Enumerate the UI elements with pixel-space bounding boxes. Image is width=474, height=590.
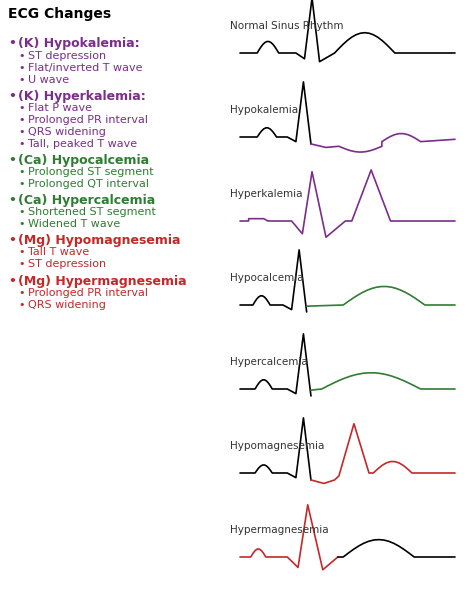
Text: Prolonged ST segment: Prolonged ST segment (28, 167, 154, 177)
Text: (K) Hyperkalemia:: (K) Hyperkalemia: (18, 90, 146, 103)
Text: •: • (18, 288, 25, 298)
Text: QRS widening: QRS widening (28, 127, 106, 137)
Text: •: • (18, 167, 25, 177)
Text: •: • (18, 300, 25, 310)
Text: Hypocalcemia: Hypocalcemia (230, 273, 304, 283)
Text: •: • (18, 219, 25, 229)
Text: (K) Hypokalemia:: (K) Hypokalemia: (18, 37, 140, 50)
Text: ST depression: ST depression (28, 51, 106, 61)
Text: Tall T wave: Tall T wave (28, 247, 89, 257)
Text: Shortened ST segment: Shortened ST segment (28, 207, 156, 217)
Text: •: • (8, 154, 16, 167)
Text: •: • (18, 259, 25, 269)
Text: Prolonged QT interval: Prolonged QT interval (28, 179, 149, 189)
Text: •: • (18, 247, 25, 257)
Text: •: • (18, 207, 25, 217)
Text: •: • (18, 63, 25, 73)
Text: Flat P wave: Flat P wave (28, 103, 92, 113)
Text: •: • (8, 90, 16, 103)
Text: Tall, peaked T wave: Tall, peaked T wave (28, 139, 137, 149)
Text: Hypercalcemia: Hypercalcemia (230, 357, 308, 367)
Text: Hypomagnesemia: Hypomagnesemia (230, 441, 324, 451)
Text: QRS widening: QRS widening (28, 300, 106, 310)
Text: Prolonged PR interval: Prolonged PR interval (28, 288, 148, 298)
Text: Widened T wave: Widened T wave (28, 219, 120, 229)
Text: •: • (18, 103, 25, 113)
Text: (Ca) Hypocalcemia: (Ca) Hypocalcemia (18, 154, 149, 167)
Text: (Mg) Hypermagnesemia: (Mg) Hypermagnesemia (18, 275, 187, 288)
Text: Flat/inverted T wave: Flat/inverted T wave (28, 63, 143, 73)
Text: •: • (18, 115, 25, 125)
Text: Prolonged PR interval: Prolonged PR interval (28, 115, 148, 125)
Text: •: • (18, 139, 25, 149)
Text: Hyperkalemia: Hyperkalemia (230, 189, 302, 199)
Text: •: • (8, 37, 16, 50)
Text: •: • (8, 275, 16, 288)
Text: •: • (18, 127, 25, 137)
Text: •: • (8, 234, 16, 247)
Text: •: • (18, 75, 25, 85)
Text: •: • (18, 51, 25, 61)
Text: Normal Sinus Rhythm: Normal Sinus Rhythm (230, 21, 344, 31)
Text: ECG Changes: ECG Changes (8, 7, 111, 21)
Text: Hypokalemia: Hypokalemia (230, 105, 298, 115)
Text: •: • (8, 194, 16, 207)
Text: ST depression: ST depression (28, 259, 106, 269)
Text: U wave: U wave (28, 75, 69, 85)
Text: Hypermagnesemia: Hypermagnesemia (230, 525, 328, 535)
Text: (Mg) Hypomagnesemia: (Mg) Hypomagnesemia (18, 234, 181, 247)
Text: (Ca) Hypercalcemia: (Ca) Hypercalcemia (18, 194, 155, 207)
Text: •: • (18, 179, 25, 189)
